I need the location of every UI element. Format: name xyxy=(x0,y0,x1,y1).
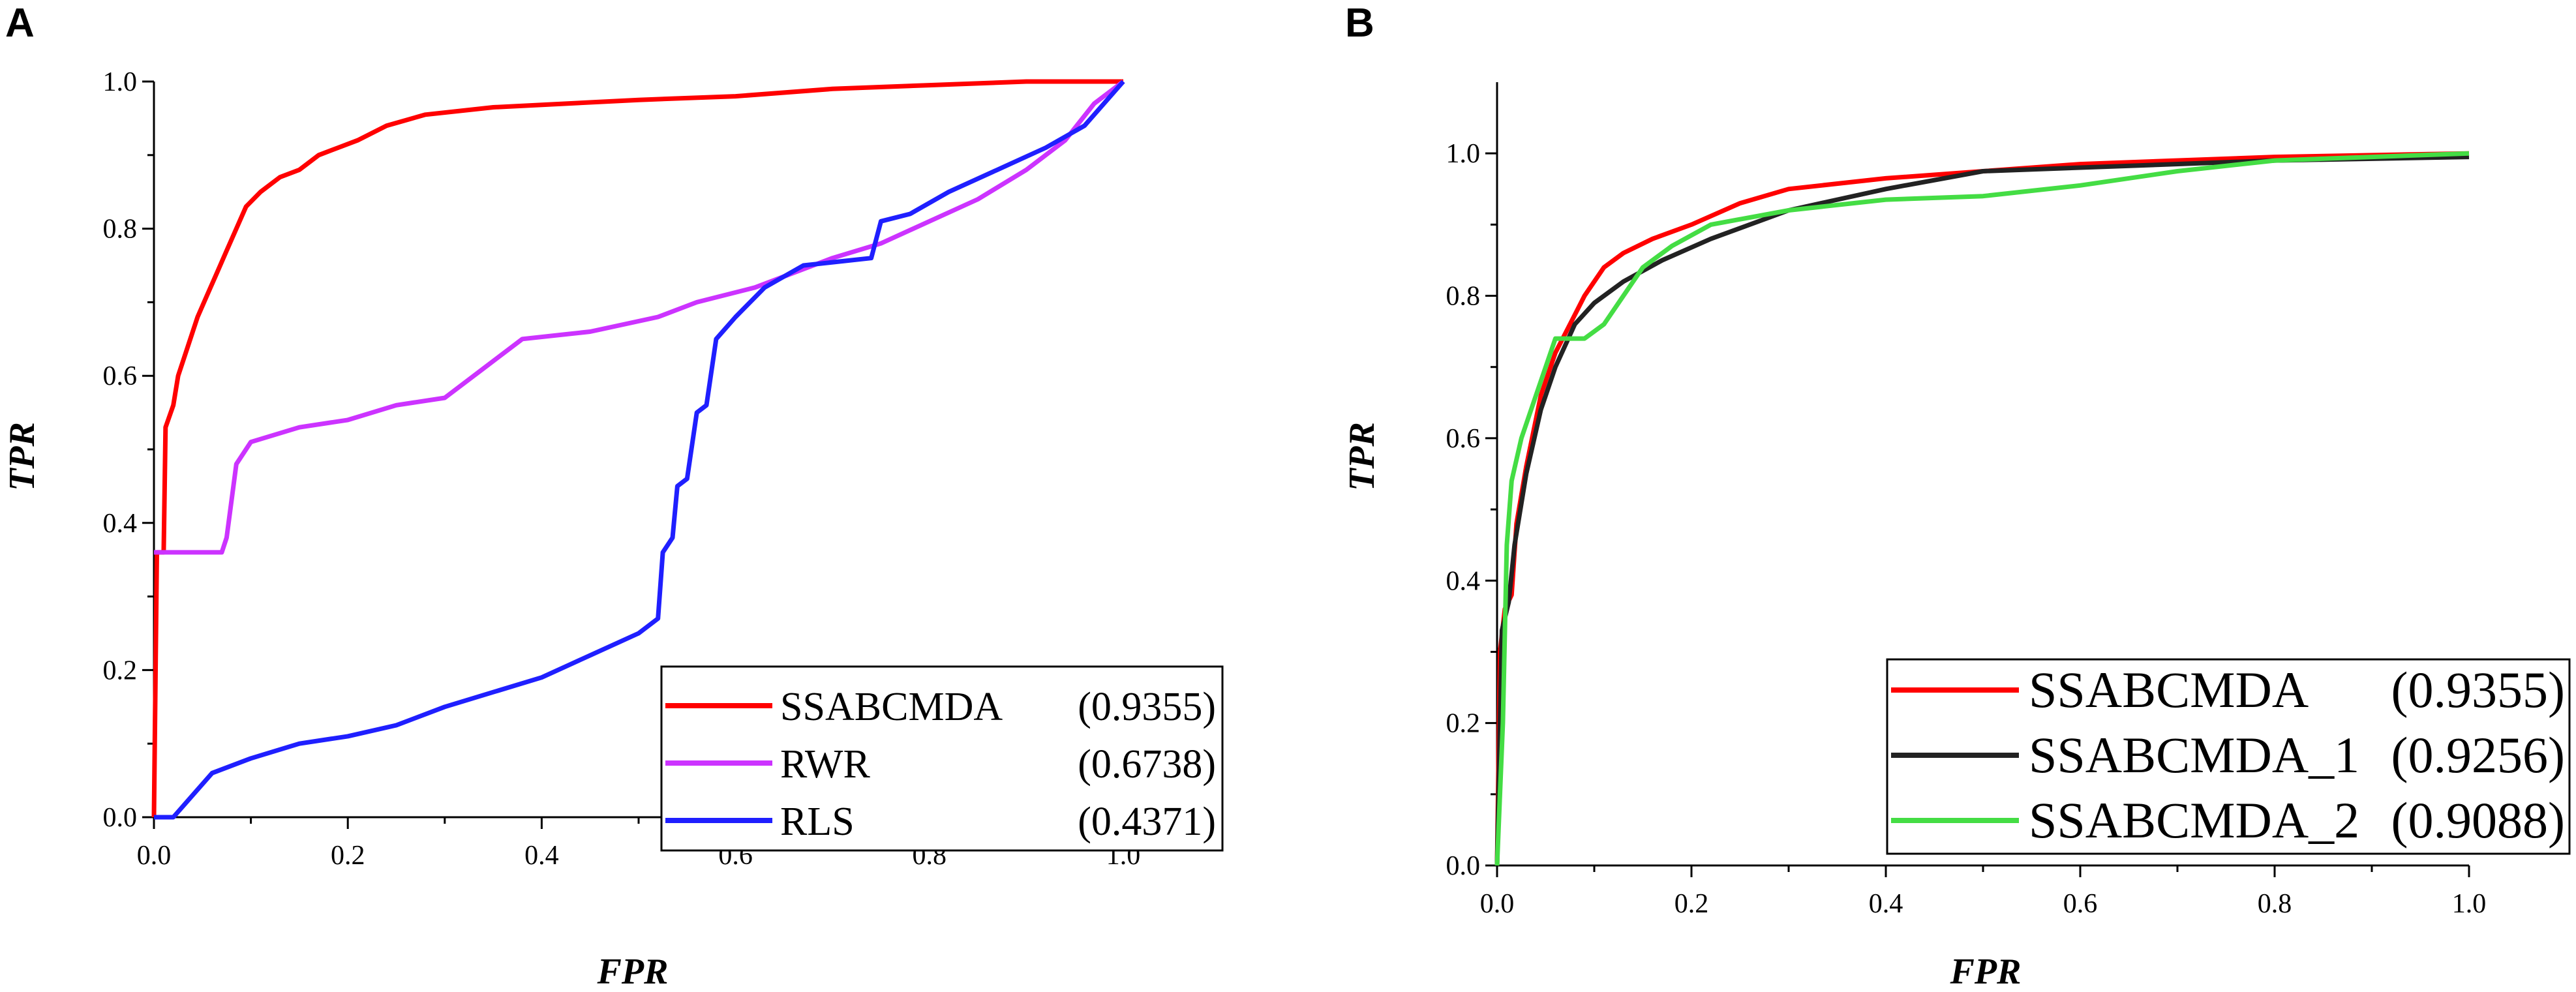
y-tick-label: 0.4 xyxy=(103,509,138,539)
legend-label-ssabcmda: SSABCMDA xyxy=(780,685,1003,729)
x-tick-label: 0.2 xyxy=(331,841,365,871)
y-tick-label: 0.6 xyxy=(103,361,138,391)
legend-auc-ssabcmda-2: (0.9088) xyxy=(2391,792,2565,849)
y-tick-label: 0.8 xyxy=(1446,282,1481,312)
series-line-ssabcmda xyxy=(151,79,1123,818)
panel-a-legend: SSABCMDA (0.9355) RWR (0.6738) RLS (0.43… xyxy=(660,665,1224,852)
x-tick-label: 0.6 xyxy=(2063,889,2098,919)
panel-b-label: B xyxy=(1345,1,1374,46)
y-tick-label: 0.4 xyxy=(1446,566,1481,596)
panel-b-series xyxy=(1494,151,2470,866)
x-tick-label: 0.0 xyxy=(1480,889,1515,919)
y-tick-label: 1.0 xyxy=(1446,139,1481,169)
y-tick-label: 0.2 xyxy=(103,655,138,685)
x-tick-label: 0.8 xyxy=(2258,889,2292,919)
x-tick-label: 1.0 xyxy=(2452,889,2487,919)
y-tick-label: 0.8 xyxy=(103,215,138,245)
panel-a-series xyxy=(151,79,1125,820)
x-tick-label: 0.4 xyxy=(1869,889,1903,919)
y-tick-label: 0.0 xyxy=(103,803,138,833)
legend-label-rwr: RWR xyxy=(780,742,870,787)
y-tick-label: 0.6 xyxy=(1446,424,1481,454)
panel-b-x-axis-title: FPR xyxy=(1950,952,2022,992)
x-tick-label: 0.0 xyxy=(137,841,172,871)
panel-a-x-axis-title: FPR xyxy=(597,952,669,992)
legend-label-rls: RLS xyxy=(780,800,855,844)
series-line-ssabcmda-1 xyxy=(1494,155,2470,866)
panel-a-y-axis-title: TPR xyxy=(2,422,42,491)
y-tick-label: 0.2 xyxy=(1446,709,1481,739)
panel-b-legend: SSABCMDA (0.9355) SSABCMDA_1 (0.9256) SS… xyxy=(1886,658,2571,855)
panel-a-ticks: 0.0 0.2 0.4 0.6 0.8 1.00.00.20.40.60.81.0 xyxy=(103,67,1141,871)
panel-a-label: A xyxy=(5,1,35,46)
x-tick-label: 0.4 xyxy=(524,841,559,871)
legend-auc-rwr: (0.6738) xyxy=(1078,742,1216,787)
panel-b-ticks: 0.0 0.2 0.4 0.6 0.8 1.0 0.0 0.2 0.4 0.6 0.8 1.0 xyxy=(1446,139,2487,919)
legend-auc-ssabcmda-1: (0.9256) xyxy=(2391,727,2565,783)
legend-label-ssabcmda-2: SSABCMDA_2 xyxy=(2029,792,2359,849)
y-tick-label: 0.0 xyxy=(1446,851,1481,881)
legend-auc-ssabcmda-b: (0.9355) xyxy=(2391,661,2565,718)
legend-label-ssabcmda-1: SSABCMDA_1 xyxy=(2029,727,2359,783)
legend-label-ssabcmda-b: SSABCMDA xyxy=(2029,661,2309,718)
panel-b-roc-chart: B 0.0 0.2 0.4 0.6 0.8 1.0 0.0 0.2 0.4 0.6 0.8 1.0 F… xyxy=(1342,1,2571,992)
series-line-ssabcmda-2 xyxy=(1494,151,2470,866)
y-tick-label: 1.0 xyxy=(103,67,138,97)
panel-a-roc-chart: A 0.0 0.2 0.4 0.6 0.8 1.00.00.20.40.60.81.0 F… xyxy=(2,1,1224,992)
series-line-rwr xyxy=(154,80,1125,555)
legend-auc-ssabcmda: (0.9355) xyxy=(1078,685,1216,729)
x-tick-label: 0.2 xyxy=(1674,889,1709,919)
panel-b-y-axis-title: TPR xyxy=(1342,422,1382,491)
legend-auc-rls: (0.4371) xyxy=(1078,800,1216,844)
series-line-rls xyxy=(154,80,1125,820)
